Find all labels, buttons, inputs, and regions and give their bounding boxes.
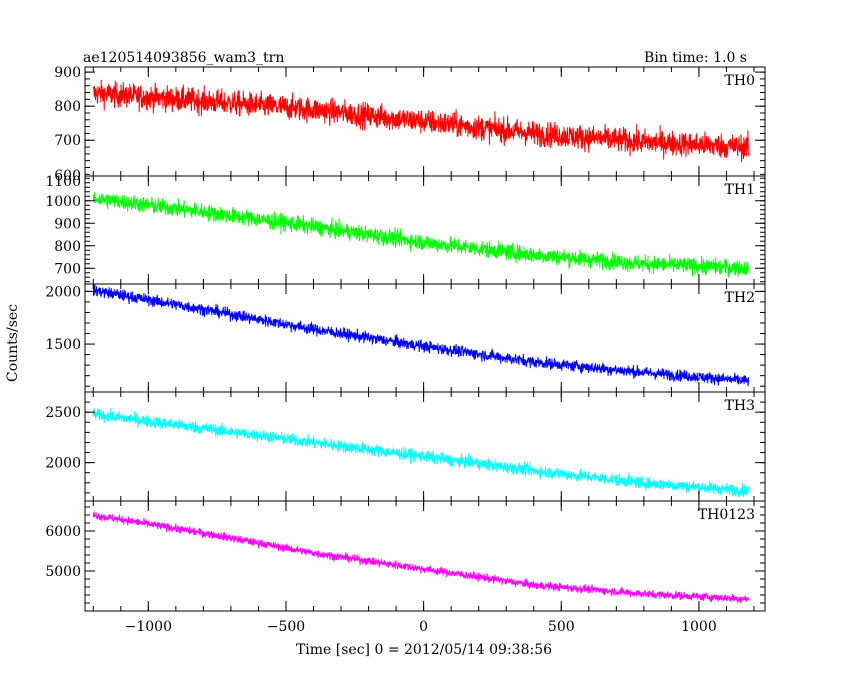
y-tick-label: 5000 xyxy=(45,564,81,580)
series-label: TH3 xyxy=(725,398,755,414)
y-tick-label: 700 xyxy=(54,261,81,277)
panel-th0: TH0 700 800 900 600 xyxy=(54,65,766,184)
series-line-th3 xyxy=(92,408,749,498)
series-line-th0123 xyxy=(92,510,749,604)
series-label: TH1 xyxy=(725,182,755,198)
series-label: TH2 xyxy=(725,290,755,306)
y-tick-label-partial: 1100 xyxy=(45,174,81,190)
y-tick-label: 6000 xyxy=(45,524,81,540)
panels-group: TH0 700 800 900 600 TH1 700 800 900 1000 1100 TH2 15… xyxy=(45,65,766,635)
x-axis-label: Time [sec] 0 = 2012/05/14 09:38:56 xyxy=(296,642,552,658)
y-tick-label: 2500 xyxy=(45,405,81,421)
figure-title: ae120514093856_wam3_trn xyxy=(83,50,284,66)
y-tick-label: 700 xyxy=(54,133,81,149)
y-tick-label: 2000 xyxy=(45,284,81,300)
series-line-th0 xyxy=(92,79,749,163)
x-tick-label: 0 xyxy=(419,619,428,635)
y-tick-label: 800 xyxy=(54,239,81,255)
y-tick-label: 2000 xyxy=(45,456,81,472)
panel-frame xyxy=(84,500,766,612)
series-line-th2 xyxy=(92,284,749,387)
x-tick-label: 500 xyxy=(548,619,575,635)
x-tick-label: 1000 xyxy=(681,619,717,635)
bin-time-label: Bin time: 1.0 s xyxy=(644,50,747,66)
y-tick-label: 900 xyxy=(54,216,81,232)
panel-th1: TH1 700 800 900 1000 1100 xyxy=(45,174,766,285)
series-label: TH0123 xyxy=(698,507,755,523)
y-tick-label-partial: 600 xyxy=(54,168,81,184)
y-tick-label: 900 xyxy=(54,65,81,81)
x-tick-label: −1000 xyxy=(125,619,172,635)
y-tick-label: 1000 xyxy=(45,194,81,210)
y-tick-label: 800 xyxy=(54,99,81,115)
series-line-th1 xyxy=(92,192,749,278)
y-tick-label: 1500 xyxy=(45,337,81,353)
panel-th2: TH2 1500 2000 xyxy=(45,283,766,393)
panel-th3: TH3 2000 2500 xyxy=(45,391,766,502)
y-axis-label: Counts/sec xyxy=(5,304,21,382)
panel-th0123: TH0123 5000 6000 −1000 −500 0 500 1000 xyxy=(45,500,766,635)
x-tick-label: −500 xyxy=(267,619,305,635)
series-label: TH0 xyxy=(725,73,755,89)
